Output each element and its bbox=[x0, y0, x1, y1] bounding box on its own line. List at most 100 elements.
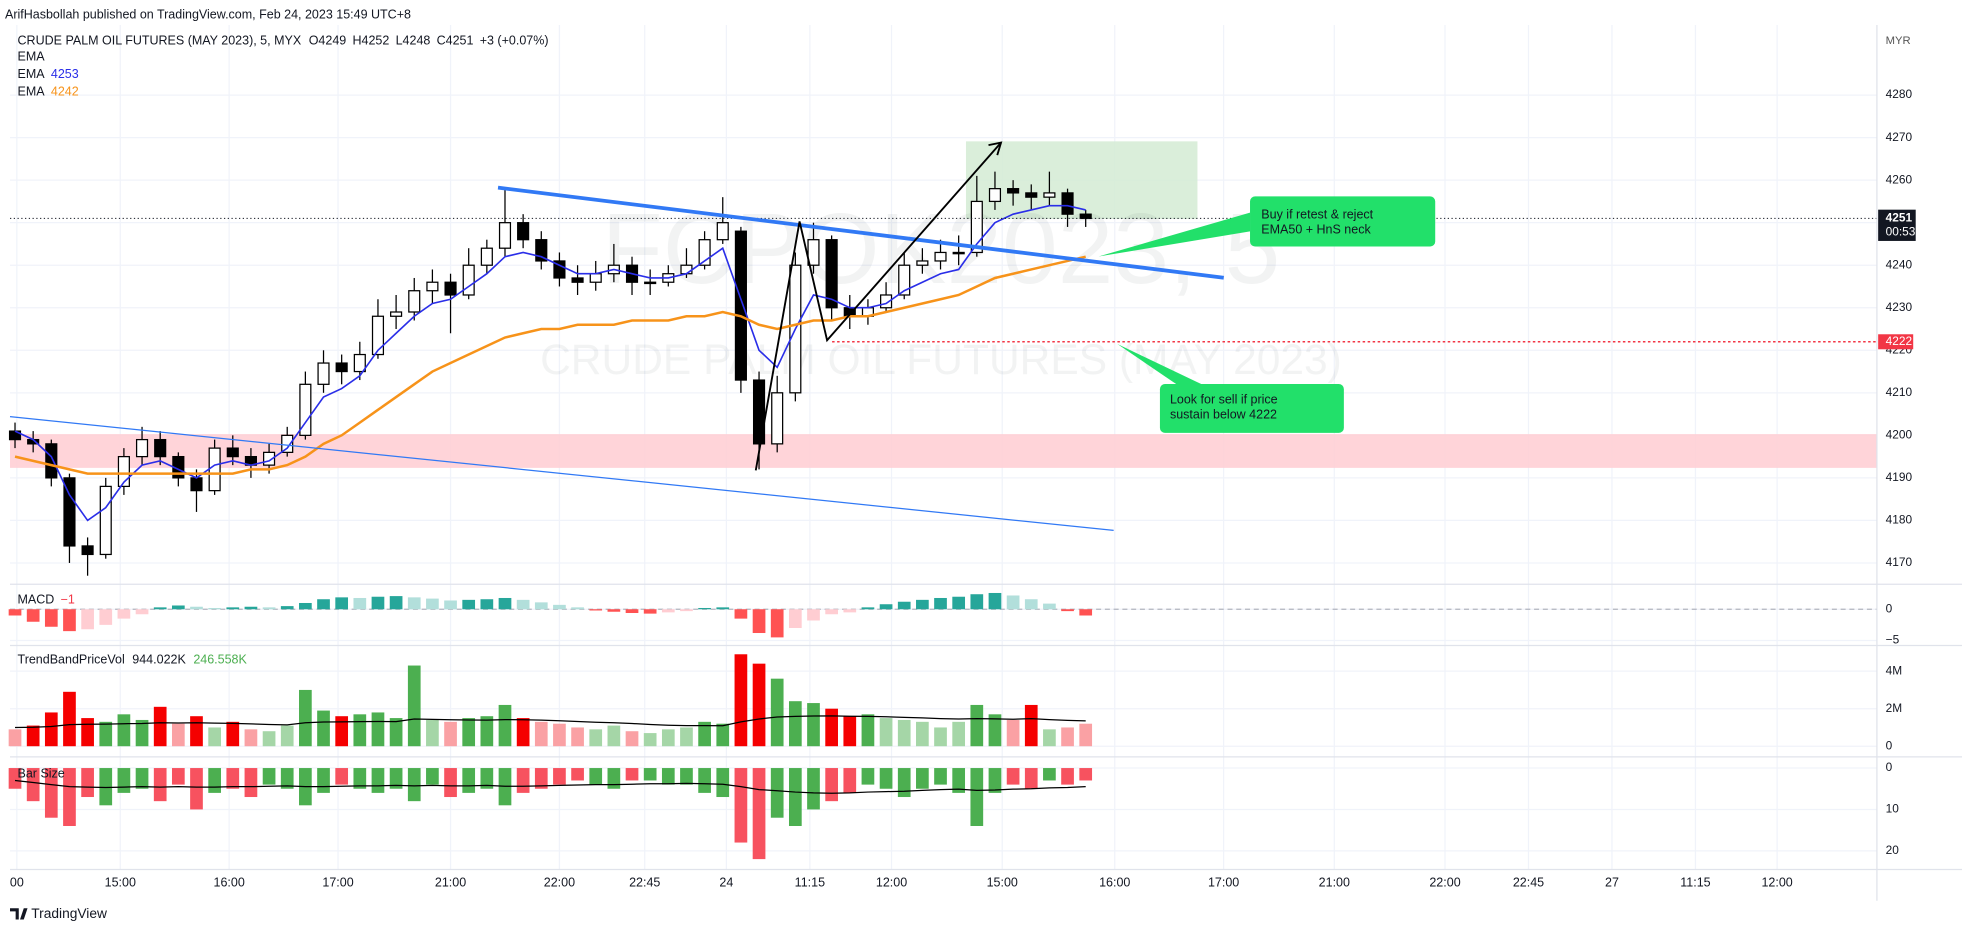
histogram-bar bbox=[389, 718, 403, 747]
y-tick-label: 4210 bbox=[1886, 385, 1913, 399]
ema-name: EMA bbox=[18, 85, 46, 99]
histogram-bar bbox=[498, 704, 512, 747]
candle-body bbox=[553, 260, 566, 279]
histogram-bar bbox=[8, 768, 22, 789]
x-tick-label: 21:00 bbox=[435, 876, 466, 890]
candle-body bbox=[462, 264, 475, 296]
histogram-bar bbox=[534, 721, 548, 747]
candle-body bbox=[63, 477, 76, 547]
candle-body bbox=[299, 383, 312, 436]
y-tick-label: 4230 bbox=[1886, 300, 1913, 314]
histogram-bar bbox=[734, 609, 748, 619]
histogram-bar bbox=[480, 599, 494, 610]
y-tick-label: 4280 bbox=[1886, 87, 1913, 101]
histogram-bar bbox=[208, 768, 221, 793]
x-tick-label: 17:00 bbox=[1208, 876, 1239, 890]
candle-body bbox=[45, 443, 58, 479]
candle-body bbox=[335, 362, 348, 373]
histogram-bar bbox=[190, 606, 203, 610]
histogram-bar bbox=[589, 729, 603, 747]
candle-body bbox=[716, 222, 729, 241]
histogram-bar bbox=[371, 712, 385, 747]
histogram-bar bbox=[480, 716, 494, 747]
histogram-bar bbox=[26, 725, 40, 747]
histogram-bar bbox=[1006, 719, 1020, 747]
volume-value: 246.558K bbox=[193, 653, 247, 667]
histogram-bar bbox=[480, 768, 494, 789]
histogram-bar bbox=[952, 721, 966, 747]
histogram-bar bbox=[462, 599, 476, 610]
histogram-bar bbox=[135, 719, 149, 747]
histogram-bar bbox=[226, 768, 240, 789]
histogram-bar bbox=[353, 597, 367, 610]
histogram-bar bbox=[680, 727, 693, 747]
histogram-bar bbox=[81, 768, 94, 798]
histogram-bar bbox=[426, 719, 439, 747]
candle-body bbox=[226, 447, 239, 458]
candle-body bbox=[190, 477, 203, 492]
histogram-bar bbox=[389, 596, 403, 610]
ema-value: 4253 bbox=[51, 67, 79, 81]
y-tick-label: 2M bbox=[1886, 701, 1903, 715]
callout-text: Buy if retest & reject bbox=[1261, 207, 1373, 221]
histogram-bar bbox=[171, 723, 185, 747]
y-tick-label: 4200 bbox=[1886, 427, 1913, 441]
histogram-bar bbox=[244, 768, 258, 798]
histogram-bar bbox=[1024, 768, 1038, 789]
macd-title: MACD bbox=[18, 593, 55, 607]
histogram-bar bbox=[698, 721, 711, 747]
histogram-bar bbox=[1061, 768, 1074, 785]
histogram-bar bbox=[916, 768, 929, 789]
histogram-bar bbox=[825, 708, 838, 747]
drawings-back bbox=[10, 141, 1877, 468]
histogram-bar bbox=[897, 719, 911, 747]
histogram-bar bbox=[698, 768, 711, 793]
x-tick-label: 12:00 bbox=[1761, 876, 1792, 890]
candle-body bbox=[589, 273, 602, 283]
histogram-bar bbox=[988, 592, 1002, 610]
y-tick-label: 0 bbox=[1886, 738, 1893, 752]
volume-title: TrendBandPriceVol bbox=[18, 653, 125, 667]
candle-body bbox=[1025, 192, 1038, 198]
histogram-bar bbox=[752, 609, 766, 634]
histogram-bar bbox=[407, 597, 421, 610]
candle-body bbox=[825, 239, 838, 309]
x-tick-label: 15:00 bbox=[987, 876, 1018, 890]
candle-body bbox=[644, 281, 657, 285]
histogram-bar bbox=[262, 607, 276, 610]
volume-average-value: 944.022K bbox=[132, 653, 186, 667]
histogram-bar bbox=[698, 607, 711, 610]
candle-body bbox=[517, 222, 530, 241]
histogram-bar bbox=[280, 768, 294, 789]
histogram-bar bbox=[335, 597, 349, 610]
candle-body bbox=[535, 239, 548, 262]
histogram-bar bbox=[571, 607, 584, 610]
histogram-bar bbox=[770, 609, 784, 638]
histogram-bar bbox=[226, 721, 240, 747]
histogram-bar bbox=[716, 768, 730, 798]
currency-label: MYR bbox=[1886, 35, 1911, 47]
histogram-bar bbox=[916, 599, 929, 610]
histogram-bar bbox=[861, 768, 875, 785]
histogram-bar bbox=[371, 596, 385, 610]
histogram-bar bbox=[752, 663, 766, 747]
candle-body bbox=[208, 447, 221, 492]
histogram-bar bbox=[770, 768, 784, 818]
histogram-bar bbox=[190, 716, 203, 747]
histogram-bar bbox=[516, 768, 530, 793]
histogram-bar bbox=[861, 607, 875, 610]
histogram-bar bbox=[625, 731, 639, 747]
histogram-bar bbox=[44, 768, 58, 818]
macd-legend: MACD −1 bbox=[18, 593, 75, 607]
histogram-bar bbox=[153, 706, 167, 747]
histogram-bar bbox=[589, 609, 603, 611]
x-tick-label: 22:00 bbox=[544, 876, 575, 890]
histogram-bar bbox=[1024, 704, 1038, 747]
histogram-bar bbox=[444, 721, 457, 747]
candle-body bbox=[807, 239, 820, 266]
histogram-bar bbox=[1006, 595, 1020, 610]
histogram-bar bbox=[825, 768, 838, 802]
